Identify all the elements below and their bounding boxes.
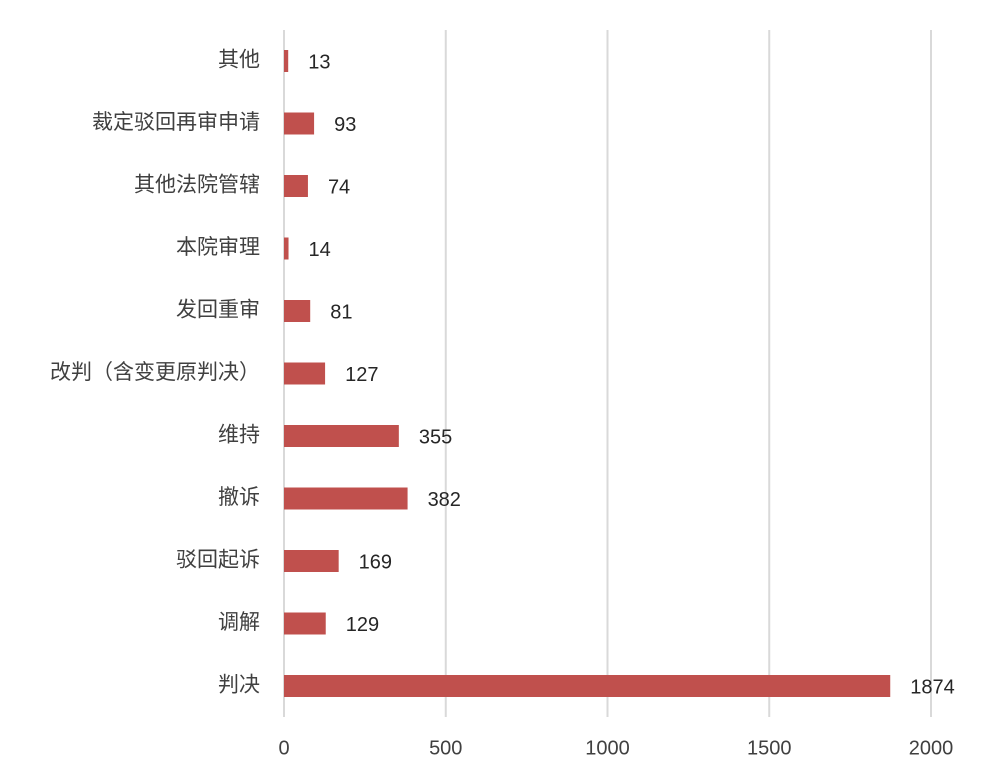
bar bbox=[284, 300, 311, 322]
data-label: 74 bbox=[328, 176, 350, 198]
y-tick-label: 调解 bbox=[218, 610, 260, 634]
data-label: 14 bbox=[309, 239, 331, 261]
bar bbox=[284, 675, 891, 697]
y-tick-label: 判决 bbox=[218, 673, 260, 697]
data-label: 129 bbox=[346, 614, 379, 636]
y-tick-label: 改判（含变更原判决） bbox=[50, 360, 260, 384]
x-tick-label: 500 bbox=[429, 737, 462, 759]
y-tick-label: 维持 bbox=[218, 423, 260, 447]
bar bbox=[284, 425, 399, 447]
data-label: 355 bbox=[419, 426, 452, 448]
data-label: 169 bbox=[359, 551, 392, 573]
y-tick-label: 发回重审 bbox=[176, 298, 260, 322]
bar bbox=[284, 550, 339, 572]
x-tick-label: 1000 bbox=[585, 737, 630, 759]
y-tick-label: 撤诉 bbox=[218, 485, 260, 509]
data-label: 127 bbox=[345, 364, 378, 386]
data-label: 93 bbox=[334, 114, 356, 136]
y-tick-label: 其他法院管辖 bbox=[134, 173, 260, 197]
bar bbox=[284, 112, 315, 135]
x-tick-label: 1500 bbox=[747, 737, 792, 759]
bar bbox=[284, 50, 289, 72]
bar bbox=[284, 612, 326, 635]
y-tick-label: 裁定驳回再审申请 bbox=[92, 110, 260, 134]
bar bbox=[284, 487, 408, 510]
bar bbox=[284, 237, 289, 260]
y-tick-label: 驳回起诉 bbox=[176, 548, 260, 572]
data-label: 13 bbox=[308, 51, 330, 73]
y-tick-label: 本院审理 bbox=[176, 235, 260, 259]
data-label: 1874 bbox=[910, 676, 955, 698]
data-label: 81 bbox=[330, 301, 352, 323]
bar bbox=[284, 362, 326, 385]
data-label: 382 bbox=[428, 489, 461, 511]
bar bbox=[284, 175, 308, 197]
x-tick-label: 2000 bbox=[909, 737, 954, 759]
y-tick-label: 其他 bbox=[218, 48, 260, 72]
x-tick-label: 0 bbox=[278, 737, 289, 759]
